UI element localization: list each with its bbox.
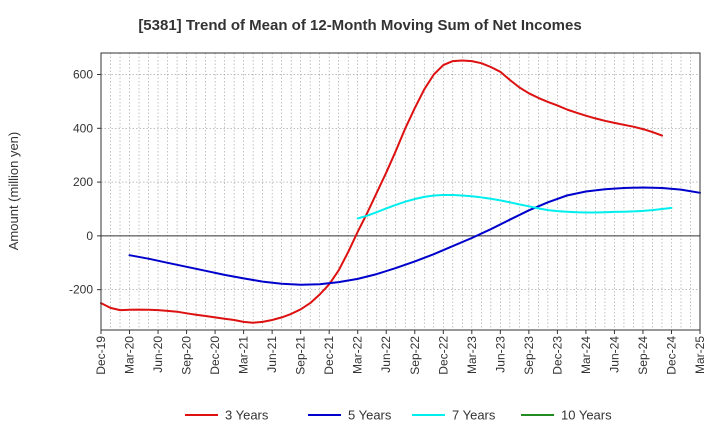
x-tick-label: Mar-23 (465, 336, 479, 374)
x-tick-label: Mar-24 (579, 336, 593, 374)
x-tick-label: Mar-21 (237, 336, 251, 374)
series-line-5-years (128, 186, 701, 286)
grid (101, 53, 700, 330)
x-tick-label: Dec-24 (664, 336, 678, 375)
y-tick-label: 600 (73, 68, 93, 82)
x-tick-label: Mar-25 (693, 336, 707, 374)
series-line-3-years (100, 59, 663, 324)
x-tick-label: Jun-24 (607, 336, 621, 373)
x-tick-label: Mar-22 (351, 336, 365, 374)
x-tick-label: Mar-20 (123, 336, 137, 374)
x-tick-label: Sep-23 (522, 336, 536, 375)
series-line-7-years (356, 194, 673, 220)
chart-title: [5381] Trend of Mean of 12-Month Moving … (138, 17, 581, 34)
y-axis-label: Amount (million yen) (6, 132, 21, 251)
x-tick-label: Sep-22 (408, 336, 422, 375)
x-ticks: Dec-19 Mar-20 Jun-20 Sep-20 Dec-20 Mar-21 Jun-… (94, 330, 707, 375)
x-tick-label: Dec-23 (550, 336, 564, 375)
legend: 3 Years 5 Years 7 Years 10 Years (185, 408, 612, 423)
x-tick-label: Jun-23 (493, 336, 507, 373)
x-tick-label: Jun-20 (151, 336, 165, 373)
x-tick-label: Jun-22 (379, 336, 393, 373)
x-tick-label: Sep-21 (294, 336, 308, 375)
x-tick-label: Sep-20 (180, 336, 194, 375)
x-tick-label: Dec-22 (436, 336, 450, 375)
legend-label: 10 Years (561, 408, 612, 423)
y-tick-label: 400 (73, 121, 93, 135)
x-tick-label: Sep-24 (636, 336, 650, 375)
x-tick-label: Dec-19 (94, 336, 108, 375)
y-tick-label: 0 (86, 229, 93, 243)
y-ticks: -200 0 200 400 600 (69, 68, 101, 297)
y-tick-label: 200 (73, 175, 93, 189)
y-tick-label: -200 (69, 283, 93, 297)
plot-frame (100, 52, 701, 331)
x-tick-label: Dec-21 (322, 336, 336, 375)
series-layer (100, 59, 701, 324)
legend-label: 5 Years (348, 408, 392, 423)
x-tick-label: Jun-21 (265, 336, 279, 373)
legend-label: 3 Years (225, 408, 269, 423)
x-tick-label: Dec-20 (208, 336, 222, 375)
legend-label: 7 Years (452, 408, 496, 423)
